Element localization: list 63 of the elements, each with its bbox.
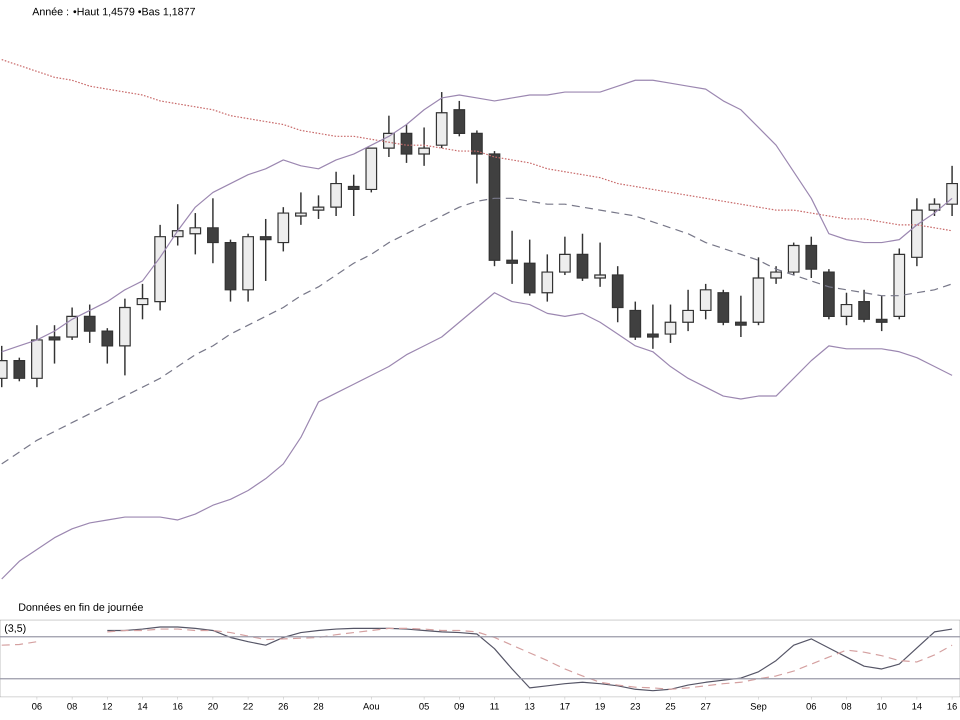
candlestick [471,130,483,184]
x-tick-label: 05 [419,703,429,710]
x-tick-label: 06 [32,703,42,710]
x-tick-label: 12 [102,703,112,710]
candlestick [805,236,818,279]
x-tick-label: 11 [490,703,499,710]
candlestick [682,289,694,332]
candlestick [48,324,60,364]
x-tick-label: 26 [278,703,288,710]
x-tick-label: Sep [750,703,766,712]
candlestick [700,283,712,320]
x-tick-label: 16 [173,703,182,710]
x-tick-label: 10 [877,703,887,710]
x-tick-label: 17 [560,703,570,710]
x-tick-label: 14 [138,703,148,710]
candlestick [330,171,342,217]
candlestick [400,124,412,164]
candlestick [260,218,272,282]
candlestick [207,198,219,264]
candlestick [770,265,782,285]
x-tick-label: 22 [243,703,253,710]
text: Année : •Haut 1,4579 •Bas 1,1877 [32,7,195,17]
x-tick-label: 28 [314,703,324,710]
candlestick [453,100,466,138]
x-tick-label: 25 [666,703,676,710]
x-tick-label: 13 [525,703,534,710]
x-tick-label: 08 [67,703,77,710]
x-tick-label: 09 [454,703,464,710]
candlestick [928,198,940,217]
candlestick [594,242,606,288]
candlestick [172,203,184,246]
candlestick [348,174,360,217]
x-tick-label: 19 [596,703,605,710]
candlestick [136,283,148,320]
candlestick [84,304,96,344]
candlestick [946,165,958,217]
candlestick [295,192,307,226]
candlestick [66,306,78,341]
x-tick-label: 27 [700,703,710,710]
candlestick [647,304,659,350]
x-tick-label: 08 [842,703,852,710]
x-tick-label: 16 [948,703,957,710]
x-tick-label: 23 [630,703,640,710]
x-tick-label: 14 [912,703,922,710]
candlestick [858,289,870,323]
candlestick [840,292,852,326]
candlestick [101,327,114,364]
candlestick [189,212,202,256]
candlestick [876,294,888,332]
candlestick [13,356,26,382]
x-tick-label: Aou [363,703,379,710]
candlestick [735,294,747,338]
candlestick [559,236,571,276]
candlestick [312,194,324,220]
x-tick-label: 20 [208,703,218,710]
candlestick [576,232,588,282]
candlestick [664,304,676,344]
candlestick [506,230,518,285]
x-tick-label: 06 [806,703,816,710]
annotation: (3,5) [4,624,26,634]
candlestick [418,126,430,167]
text: Données en fin de journée [19,602,143,614]
candlestick [541,254,554,302]
